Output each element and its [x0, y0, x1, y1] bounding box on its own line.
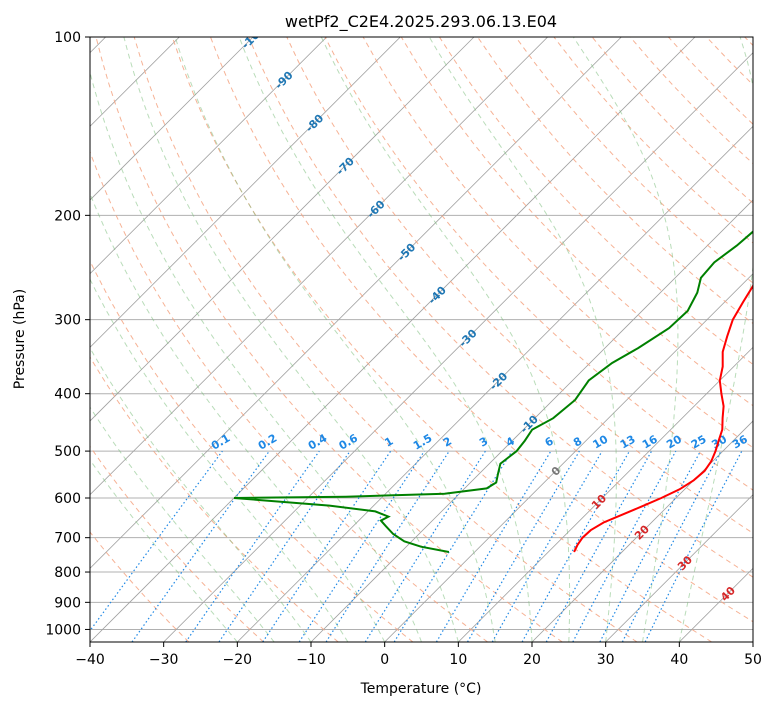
mixing-ratio-line: [90, 450, 223, 632]
mixing-ratio-line: [521, 450, 631, 642]
dry-adiabat: [515, 37, 753, 284]
x-tick-label: −30: [149, 652, 179, 668]
x-tick-label: 30: [597, 652, 615, 668]
x-tick-label: 10: [449, 652, 467, 668]
dry-adiabat: [248, 37, 753, 578]
x-axis-label: Temperature (°C): [360, 681, 482, 697]
x-tick-label: 40: [670, 652, 688, 668]
moist-adiabat: [90, 192, 386, 642]
dry-adiabat: [90, 531, 190, 642]
y-tick-label: 400: [54, 387, 81, 403]
moist-adiabat: [123, 37, 459, 642]
y-tick-label: 300: [54, 313, 81, 329]
isotherm-line: [90, 37, 327, 275]
mixing-ratio-line: [262, 450, 392, 642]
y-axis-label: Pressure (hPa): [12, 289, 28, 389]
moist-adiabat: [320, 37, 571, 642]
x-tick-label: −20: [223, 652, 253, 668]
dry-adiabat: [90, 356, 339, 642]
chart-title: wetPf2_C2E4.2025.293.06.13.E04: [285, 12, 557, 32]
isotherm-line: [90, 37, 548, 496]
dry-adiabat: [286, 37, 753, 534]
dry-adiabat: [90, 445, 264, 642]
dry-adiabat: [210, 37, 753, 623]
y-tick-label: 500: [54, 444, 81, 460]
x-tick-label: −40: [75, 652, 105, 668]
dry-adiabat: [133, 37, 638, 642]
isotherm-line: [458, 346, 753, 642]
isotherm-line: [90, 37, 254, 201]
y-tick-label: 100: [54, 30, 81, 46]
x-tick-label: 0: [380, 652, 389, 668]
mixing-ratio-line: [185, 450, 320, 642]
y-tick-label: 800: [54, 565, 81, 581]
y-tick-label: 600: [54, 491, 81, 507]
moist-adiabat: [238, 37, 533, 642]
mixing-ratio-line: [545, 450, 653, 642]
temperature-profile: [573, 283, 753, 553]
y-tick-label: 700: [54, 531, 81, 547]
isotherm-line: [163, 52, 753, 642]
mixing-ratio-line: [325, 450, 450, 642]
mixing-ratio-line: [572, 450, 677, 642]
x-tick-label: 50: [744, 652, 762, 668]
isotherm-line: [90, 37, 622, 569]
moist-adiabat: [428, 37, 617, 642]
mixing-ratio-line: [644, 450, 743, 642]
dry-adiabat: [438, 37, 753, 366]
dewpoint-profile: [233, 230, 753, 553]
x-tick-label: 20: [523, 652, 541, 668]
isotherm-line: [90, 37, 475, 422]
moist-adiabat: [174, 37, 496, 642]
moist-adiabat: [90, 347, 312, 642]
axes: −40 −30 −20 −10 0 10 20 30 40 50 100 200 300 400 500 60…: [45, 30, 762, 668]
isotherm-line: [531, 420, 753, 642]
dry-adiabat: [90, 150, 488, 642]
moist-adiabat: [90, 459, 238, 642]
isotherm-line: [237, 125, 753, 642]
mixing-ratio-line: [218, 450, 351, 642]
dry-adiabat: [400, 37, 753, 407]
isotherm-line: [90, 37, 401, 348]
y-tick-label: 900: [54, 595, 81, 611]
plot-frame: [89, 36, 754, 643]
x-tick-label: −10: [296, 652, 326, 668]
isotherm-line: [384, 273, 753, 642]
dry-adiabat: [90, 259, 414, 642]
moist-adiabat: [90, 70, 422, 642]
mixing-ratio-line: [393, 450, 513, 642]
y-tick-label: 1000: [45, 622, 81, 638]
isotherm-line: [605, 494, 753, 642]
y-tick-label: 200: [54, 208, 81, 224]
moist-adiabat: [572, 37, 679, 642]
moist-adiabat: [90, 406, 275, 642]
mixing-ratio-line: [131, 450, 270, 642]
moist-adiabat: [90, 278, 349, 642]
dry-adiabat: [95, 37, 563, 642]
dry-adiabat: [171, 37, 712, 642]
